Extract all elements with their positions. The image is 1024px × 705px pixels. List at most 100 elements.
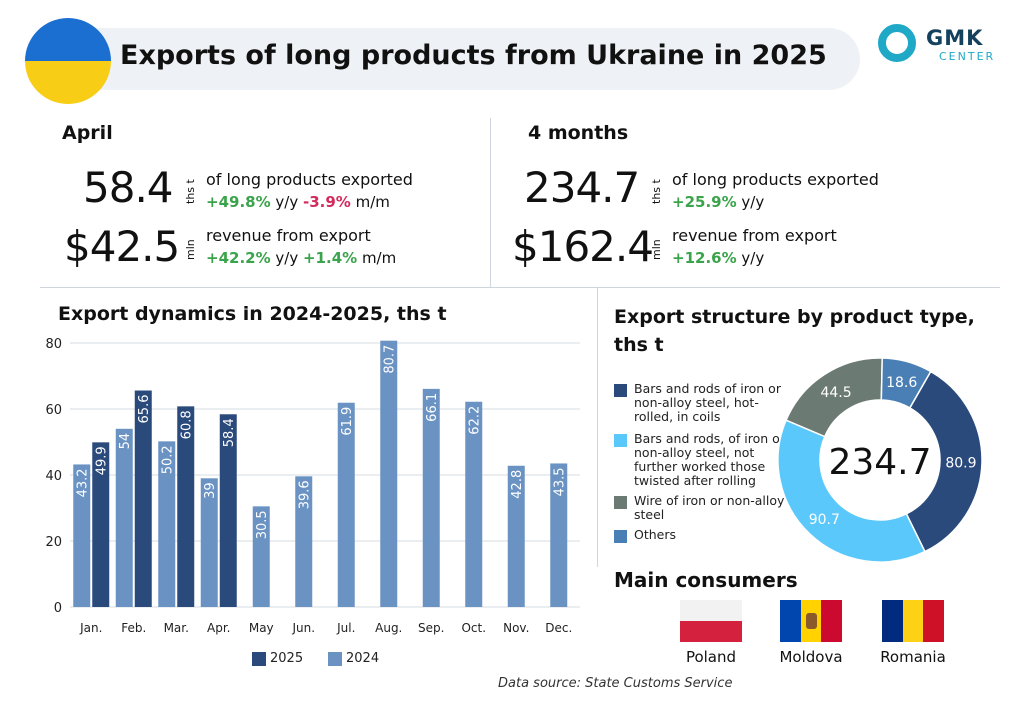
- april-revenue-mm: +1.4%: [302, 249, 358, 267]
- bar-2024: [73, 464, 91, 607]
- x-tick-label: Jan.: [79, 621, 102, 635]
- bar-2024: [465, 401, 483, 607]
- pie-legend-item: Wire of iron or non-alloy steel: [614, 494, 794, 522]
- country-name: Poland: [685, 648, 737, 666]
- x-tick-label: Jul.: [336, 621, 355, 635]
- x-tick-label: Nov.: [503, 621, 529, 635]
- bar-value-label: 42.8: [510, 470, 525, 499]
- legend-label-2024: 2024: [346, 651, 380, 666]
- bar-2024: [507, 465, 525, 607]
- y-tick-label: 0: [54, 601, 62, 616]
- april-volume-yy: +49.8%: [206, 193, 271, 211]
- x-tick-label: Aug.: [375, 621, 402, 635]
- x-tick-label: Oct.: [461, 621, 486, 635]
- bar-2024: [115, 428, 133, 607]
- legend-swatch: [614, 384, 627, 397]
- donut-slice: [777, 419, 926, 563]
- four-months-revenue-yy: +12.6%: [672, 249, 737, 267]
- pie-legend-item: Bars and rods of iron or non-alloy steel…: [614, 382, 794, 424]
- slice-value-label: 90.7: [809, 512, 840, 528]
- slice-value-label: 80.9: [945, 456, 976, 472]
- pie-legend-label: Bars and rods, of iron or non-alloy stee…: [634, 431, 785, 488]
- legend-swatch: [614, 530, 627, 543]
- bar-value-label: 43.5: [553, 467, 568, 496]
- april-revenue-unit: mln: [184, 239, 197, 260]
- x-tick-label: May: [249, 621, 274, 635]
- data-source: Data source: State Customs Service: [498, 676, 733, 691]
- bar-value-label: 39.6: [298, 480, 313, 509]
- slice-value-label: 18.6: [886, 375, 917, 391]
- gmk-logo-icon: [878, 24, 916, 62]
- divider: [597, 287, 598, 567]
- pie-legend-label: Wire of iron or non-alloy steel: [634, 493, 785, 522]
- ukraine-flag-icon: [25, 18, 111, 104]
- divider: [40, 287, 1000, 288]
- april-heading: April: [62, 122, 113, 144]
- bar-2024: [252, 506, 270, 607]
- country-name: Romania: [880, 648, 946, 666]
- bar-value-label: 65.6: [137, 395, 152, 424]
- bar-value-label: 39: [203, 482, 218, 499]
- bar-2024: [422, 388, 440, 607]
- x-tick-label: Jun.: [291, 621, 315, 635]
- x-tick-label: Mar.: [164, 621, 189, 635]
- bar-2025: [134, 390, 152, 607]
- four-months-volume: 234.7: [524, 163, 640, 212]
- legend-swatch-2024: [328, 652, 342, 666]
- pie-legend-label: Others: [634, 527, 677, 542]
- legend-label-2025: 2025: [270, 651, 304, 666]
- bar-value-label: 54: [118, 433, 133, 450]
- yy-label: y/y: [275, 193, 299, 211]
- title-banner: [60, 28, 860, 90]
- bar-value-label: 60.8: [180, 410, 195, 439]
- april-revenue-change: +42.2% y/y +1.4% m/m: [206, 249, 396, 267]
- bar-chart: 0 20 40 60 80 43.2 49.9 Jan. 54 65.6 Feb. 50.2 60.8 M…: [45, 337, 580, 635]
- april-volume-desc: of long products exported: [206, 170, 413, 189]
- donut-slice: [880, 357, 932, 409]
- poland-flag-icon: [680, 600, 742, 642]
- divider: [490, 118, 491, 288]
- bar-2024: [158, 441, 176, 607]
- april-volume-mm: -3.9%: [302, 193, 351, 211]
- yy-label: y/y: [741, 193, 765, 211]
- country-name: Moldova: [779, 648, 843, 666]
- legend-swatch-2025: [252, 652, 266, 666]
- bar-value-label: 43.2: [76, 468, 91, 497]
- y-tick-label: 60: [45, 403, 62, 418]
- slice-value-label: 44.5: [820, 385, 851, 401]
- april-volume: 58.4: [83, 163, 174, 212]
- donut-chart: 80.9 90.7 44.5 18.6 234.7: [777, 357, 983, 563]
- x-tick-label: Feb.: [121, 621, 146, 635]
- moldova-flag-icon: [780, 600, 842, 642]
- april-volume-unit: ths t: [184, 179, 197, 204]
- april-volume-change: +49.8% y/y -3.9% m/m: [206, 193, 390, 211]
- donut-center-total: 234.7: [828, 442, 931, 483]
- page-title: Exports of long products from Ukraine in…: [120, 40, 827, 71]
- bar-2025: [219, 414, 237, 607]
- yy-label: y/y: [275, 249, 299, 267]
- four-months-revenue-unit: mln: [650, 239, 663, 260]
- y-tick-label: 20: [45, 535, 62, 550]
- bar-value-label: 50.2: [161, 445, 176, 474]
- four-months-volume-yy: +25.9%: [672, 193, 737, 211]
- yy-label: y/y: [741, 249, 765, 267]
- pie-legend-item: Bars and rods, of iron or non-alloy stee…: [614, 432, 794, 488]
- bar-value-label: 49.9: [95, 446, 110, 475]
- bar-value-label: 30.5: [255, 510, 270, 539]
- four-months-volume-desc: of long products exported: [672, 170, 879, 189]
- y-tick-label: 40: [45, 469, 62, 484]
- bar-chart-title: Export dynamics in 2024-2025, ths t: [58, 303, 447, 325]
- mm-label: m/m: [355, 193, 390, 211]
- legend-swatch: [614, 434, 627, 447]
- mm-label: m/m: [361, 249, 397, 267]
- x-tick-label: Apr.: [207, 621, 230, 635]
- four-months-revenue: $162.4: [512, 222, 654, 271]
- bar-2024: [380, 340, 398, 607]
- consumers-title: Main consumers: [614, 568, 798, 592]
- bar-value-label: 62.2: [468, 406, 483, 435]
- donut-slice: [905, 370, 983, 553]
- bar-value-label: 58.4: [222, 418, 237, 447]
- bar-2024: [550, 463, 568, 607]
- april-revenue: $42.5: [64, 222, 180, 271]
- bar-2024: [295, 476, 313, 607]
